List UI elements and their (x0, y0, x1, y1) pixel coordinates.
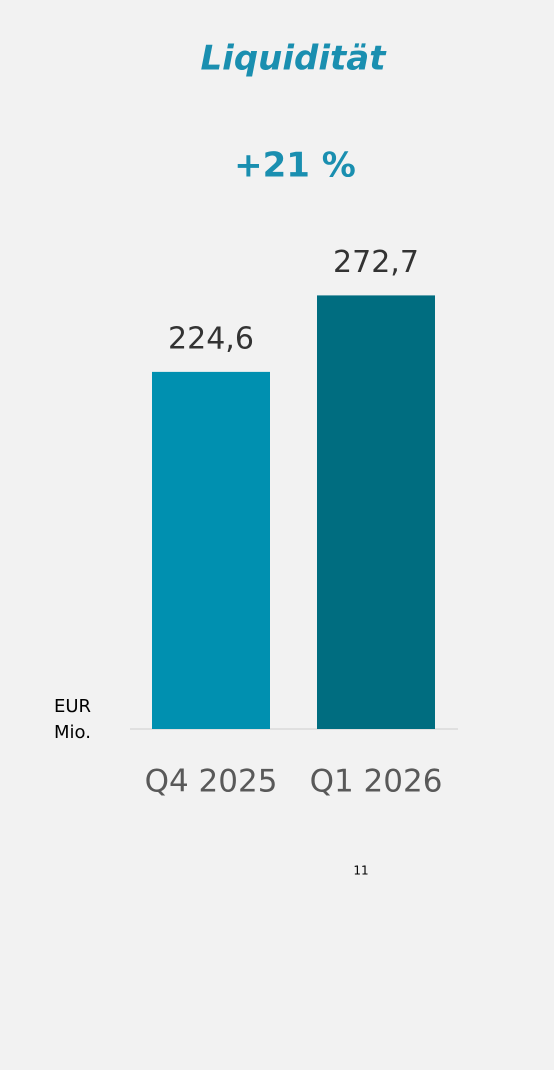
value-label: 272,7 (333, 245, 419, 280)
chart-title: Liquidität (201, 39, 388, 79)
x-tick-label: Q1 2026 (310, 764, 443, 800)
change-annotation: +21 % (234, 146, 356, 186)
value-label: 224,6 (168, 321, 254, 356)
page-number: 11 (353, 864, 368, 878)
bar (152, 371, 270, 729)
x-tick-label: Q4 2025 (145, 764, 278, 800)
unit-label: EUR Mio. (54, 696, 92, 743)
bar (317, 295, 435, 729)
